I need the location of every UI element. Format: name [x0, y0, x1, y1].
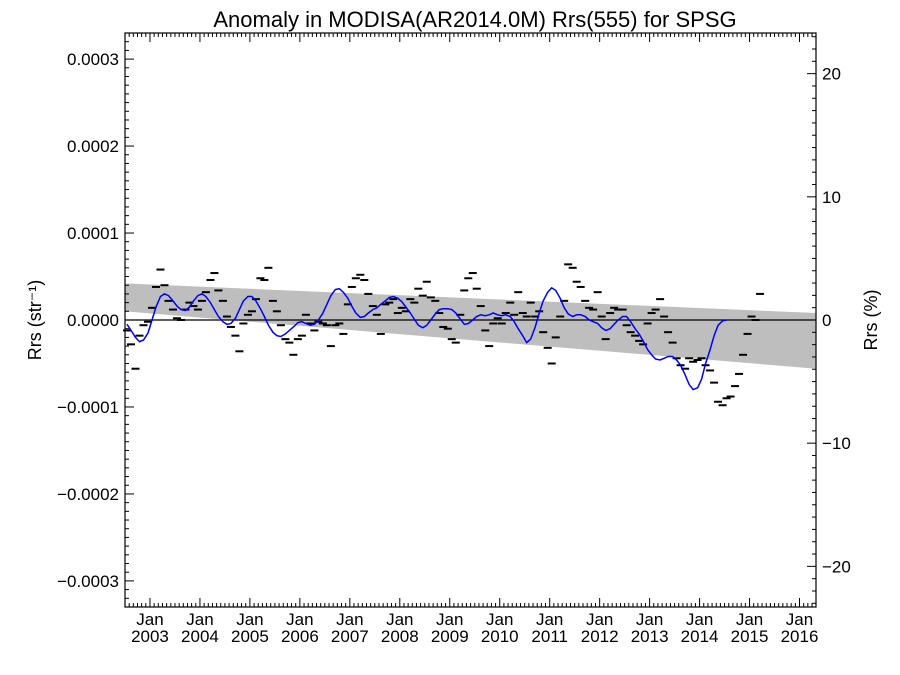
- x-tick-label-year: 2006: [281, 627, 319, 646]
- x-axis-ticks: Jan2003Jan2004Jan2005Jan2006Jan2007Jan20…: [124, 33, 819, 646]
- y-left-tick-label: −0.0002: [57, 485, 119, 504]
- y-axis-label-left: Rrs (str⁻¹): [25, 280, 45, 360]
- x-tick-label-year: 2013: [631, 627, 669, 646]
- x-tick-label-month: Jan: [736, 610, 763, 629]
- y-right-tick-label: −20: [822, 557, 851, 576]
- x-tick-label-month: Jan: [686, 610, 713, 629]
- y-left-tick-label: 0.0001: [67, 224, 119, 243]
- x-tick-label-month: Jan: [636, 610, 663, 629]
- x-tick-label-year: 2010: [481, 627, 519, 646]
- y-right-tick-label: −10: [822, 434, 851, 453]
- y-left-tick-label: 0.0003: [67, 50, 119, 69]
- x-tick-label-month: Jan: [286, 610, 313, 629]
- x-tick-label-month: Jan: [386, 610, 413, 629]
- y-left-tick-label: −0.0001: [57, 398, 119, 417]
- x-tick-label-month: Jan: [586, 610, 613, 629]
- monthly-anomaly-layer: [122, 263, 765, 407]
- x-tick-label-year: 2016: [781, 627, 819, 646]
- x-tick-label-year: 2011: [531, 627, 568, 646]
- smoothed-line-layer: [126, 286, 727, 391]
- x-tick-label-month: Jan: [336, 610, 363, 629]
- y-left-tick-label: 0.0000: [67, 311, 119, 330]
- trend-uncertainty-band: [125, 283, 816, 369]
- x-tick-label-year: 2004: [181, 627, 219, 646]
- x-tick-label-month: Jan: [536, 610, 563, 629]
- x-tick-label-month: Jan: [136, 610, 163, 629]
- x-tick-label-year: 2003: [131, 627, 169, 646]
- y-right-tick-label: 20: [822, 65, 841, 84]
- x-tick-label-year: 2012: [581, 627, 619, 646]
- smoothed-series-line: [126, 286, 727, 391]
- x-tick-label-month: Jan: [186, 610, 213, 629]
- x-tick-label-year: 2015: [731, 627, 769, 646]
- x-tick-label-year: 2008: [381, 627, 419, 646]
- chart-title: Anomaly in MODISA(AR2014.0M) Rrs(555) fo…: [213, 7, 736, 32]
- y-right-tick-label: 10: [822, 188, 841, 207]
- x-tick-label-year: 2009: [431, 627, 469, 646]
- x-tick-label-month: Jan: [436, 610, 463, 629]
- y-left-tick-label: −0.0003: [57, 572, 119, 591]
- x-tick-label-year: 2014: [681, 627, 719, 646]
- y-axis-label-right: Rrs (%): [861, 290, 881, 351]
- left-y-axis-ticks: 0.0003 0.0002 0.0001 0.0000 −0.0001 −0.0002 −0…: [57, 32, 134, 608]
- x-tick-label-year: 2007: [331, 627, 369, 646]
- y-left-tick-label: 0.0002: [67, 137, 119, 156]
- x-tick-label-month: Jan: [786, 610, 813, 629]
- trend-band-layer: [125, 283, 816, 369]
- y-right-tick-label: 0: [822, 311, 831, 330]
- x-tick-label-month: Jan: [236, 610, 263, 629]
- x-tick-label-year: 2005: [231, 627, 269, 646]
- x-tick-label-month: Jan: [486, 610, 513, 629]
- right-y-axis-ticks: 20 10 0 −10 −20: [807, 36, 851, 604]
